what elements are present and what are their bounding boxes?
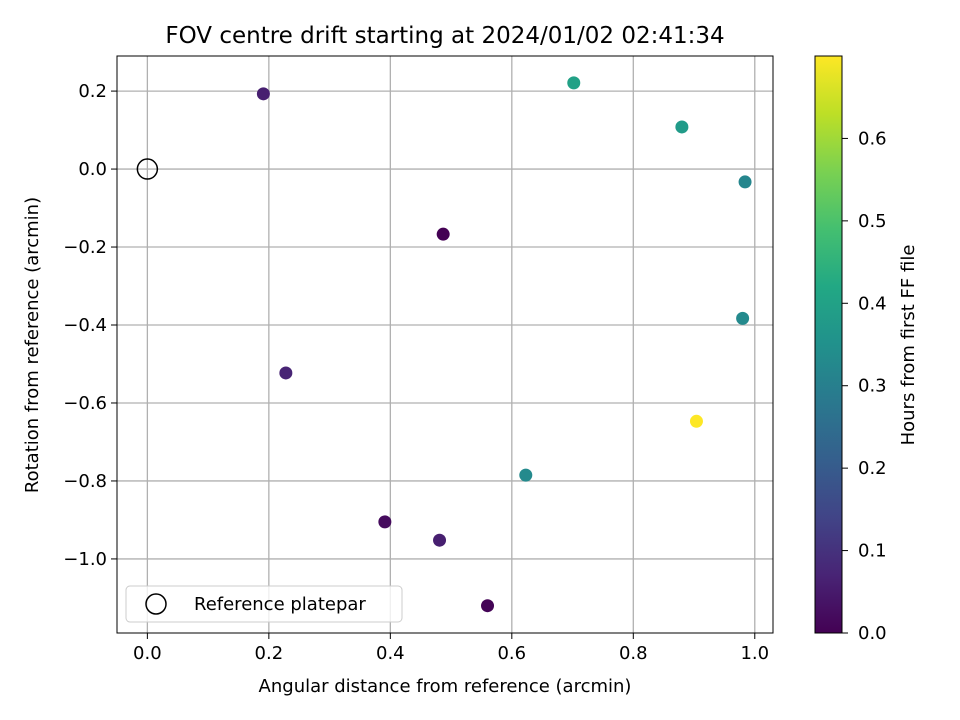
y-axis-label: Rotation from reference (arcmin) xyxy=(22,197,43,493)
chart-title: FOV centre drift starting at 2024/01/02 … xyxy=(165,23,724,49)
scatter-point xyxy=(675,120,689,134)
colorbar-tick-label: 0.0 xyxy=(858,623,887,644)
colorbar: 0.0 0.1 0.2 0.3 0.4 0.5 0.6 Hours from first F… xyxy=(814,55,919,644)
legend-label-reference: Reference platepar xyxy=(194,594,366,615)
y-axis: 0.2 0.0 −0.2 −0.4 −0.6 −0.8 −1.0 xyxy=(63,81,117,570)
scatter-points xyxy=(136,76,752,613)
x-tick-label: 0.6 xyxy=(497,643,526,664)
scatter-point xyxy=(519,468,533,482)
y-tick-label: −1.0 xyxy=(63,549,107,570)
legend-box xyxy=(125,585,403,623)
colorbar-tick-label: 0.6 xyxy=(858,128,887,149)
scatter-point xyxy=(256,87,270,101)
reference-marker xyxy=(136,158,159,180)
scatter-point xyxy=(738,175,752,189)
colorbar-tick-label: 0.1 xyxy=(858,541,887,562)
colorbar-frame xyxy=(814,55,843,634)
x-axis-label: Angular distance from reference (arcmin) xyxy=(259,676,632,697)
y-tick-label: −0.6 xyxy=(63,393,107,414)
colorbar-tick-label: 0.2 xyxy=(858,458,887,479)
grid-lines xyxy=(117,56,773,633)
x-tick-label: 0.4 xyxy=(376,643,405,664)
y-tick-label: 0.0 xyxy=(78,159,107,180)
plot-frame xyxy=(116,55,774,634)
y-tick-label: −0.8 xyxy=(63,471,107,492)
colorbar-tick-label: 0.3 xyxy=(858,376,887,397)
colorbar-ticks: 0.0 0.1 0.2 0.3 0.4 0.5 0.6 xyxy=(842,128,887,644)
y-tick-label: −0.2 xyxy=(63,237,107,258)
scatter-point xyxy=(689,414,703,428)
colorbar-tick-label: 0.4 xyxy=(858,293,887,314)
scatter-point xyxy=(736,311,750,325)
y-tick-label: −0.4 xyxy=(63,315,107,336)
scatter-point xyxy=(378,515,392,529)
x-tick-label: 0.0 xyxy=(133,643,162,664)
x-tick-label: 0.8 xyxy=(619,643,648,664)
x-axis: 0.0 0.2 0.4 0.6 0.8 1.0 xyxy=(133,633,769,664)
scatter-point xyxy=(481,599,495,613)
scatter-point xyxy=(433,533,447,547)
legend-marker-reference xyxy=(145,593,167,615)
y-tick-label: 0.2 xyxy=(78,81,107,102)
colorbar-label: Hours from first FF file xyxy=(898,245,919,446)
x-tick-label: 1.0 xyxy=(740,643,769,664)
scatter-point xyxy=(279,366,293,380)
colorbar-gradient xyxy=(815,56,842,633)
scatter-point xyxy=(436,227,450,241)
x-tick-label: 0.2 xyxy=(255,643,284,664)
scatter-point xyxy=(567,76,581,90)
legend: Reference platepar xyxy=(125,585,403,623)
colorbar-tick-label: 0.5 xyxy=(858,211,887,232)
